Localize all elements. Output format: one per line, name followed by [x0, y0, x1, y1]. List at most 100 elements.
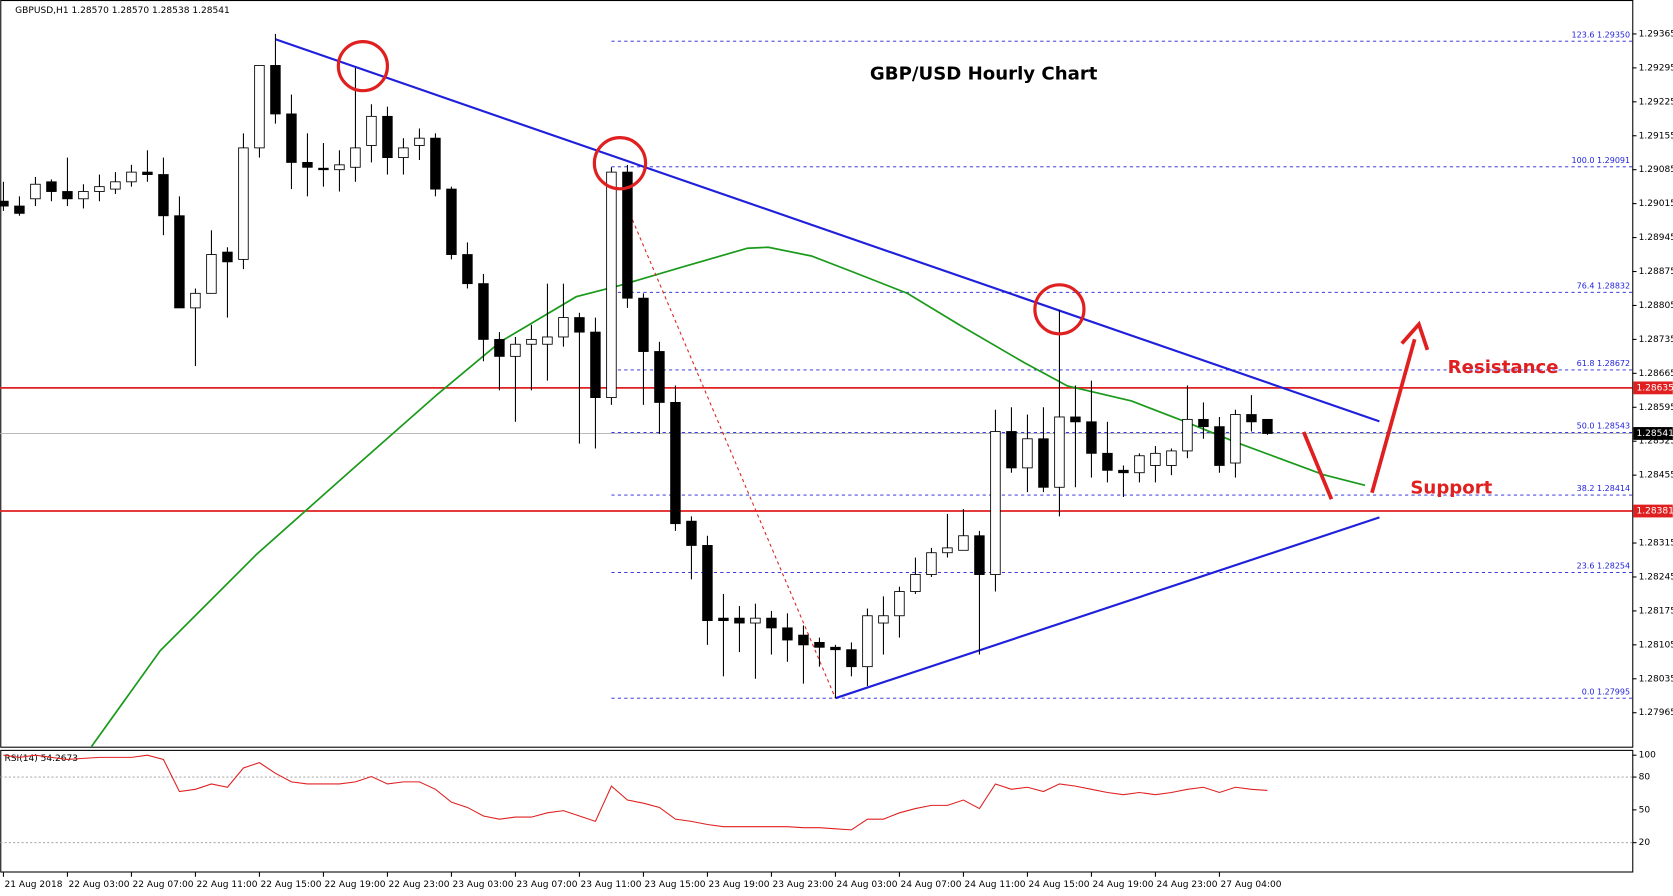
- candle-body: [1006, 431, 1017, 469]
- y-tick-label: 1.28735: [1639, 335, 1673, 345]
- y-tick-label: 1.28665: [1639, 369, 1673, 379]
- fib-label: 23.6 1.28254: [1577, 562, 1630, 571]
- decorations: [336, 39, 1430, 500]
- candle-body: [702, 545, 713, 622]
- arrow-up: [1370, 338, 1417, 494]
- candle-body: [238, 147, 249, 260]
- candle-body: [846, 649, 857, 668]
- candle-body: [894, 591, 905, 617]
- y-tick-label: 1.29085: [1639, 165, 1673, 175]
- candle-body: [398, 147, 409, 159]
- candle-body: [206, 254, 217, 294]
- sr-price-label: 1.28635: [1637, 383, 1673, 393]
- sr-price-box: [1633, 381, 1673, 395]
- candle-body: [254, 65, 265, 149]
- highlight-circle: [336, 39, 390, 93]
- candle-body: [334, 164, 345, 171]
- x-tick-label: 23 Aug 11:00: [581, 880, 642, 890]
- candle-body: [1054, 416, 1065, 488]
- y-tick-label: 1.28105: [1639, 640, 1673, 650]
- candle-body: [286, 113, 297, 163]
- candle-body: [798, 634, 809, 646]
- candle-body: [62, 191, 73, 200]
- x-tick-label: 24 Aug 07:00: [901, 880, 962, 890]
- candle-body: [862, 615, 873, 668]
- candle-body: [734, 617, 745, 624]
- x-tick-label: 24 Aug 11:00: [965, 880, 1026, 890]
- candle-body: [222, 251, 233, 263]
- y-tick-label: 1.27965: [1639, 708, 1673, 718]
- candle-body: [382, 115, 393, 159]
- candle-body: [78, 191, 89, 200]
- trendline: [275, 38, 1380, 423]
- candle-body: [510, 343, 521, 357]
- y-tick-label: 100: [1639, 751, 1657, 761]
- candle-body: [366, 115, 377, 146]
- candle-body: [318, 167, 329, 171]
- candle-body: [0, 200, 9, 207]
- fib-label: 123.6 1.29350: [1572, 30, 1631, 39]
- x-tick-label: 22 Aug 11:00: [197, 880, 258, 890]
- x-tick-label: 24 Aug 03:00: [837, 880, 898, 890]
- candle-body: [462, 254, 473, 285]
- candle-body: [1102, 452, 1113, 471]
- candle-body: [1070, 416, 1081, 423]
- y-tick-label: 1.28875: [1639, 267, 1673, 277]
- annotation: Resistance: [1448, 357, 1559, 378]
- candle-body: [174, 215, 185, 309]
- x-tick-label: 23 Aug 03:00: [453, 880, 514, 890]
- candle-body: [718, 617, 729, 622]
- candle-body: [302, 161, 313, 168]
- y-tick-label: 1.28245: [1639, 572, 1673, 582]
- candle-body: [126, 171, 137, 183]
- x-tick-label: 22 Aug 07:00: [133, 880, 194, 890]
- fib-label: 0.0 1.27995: [1582, 687, 1630, 696]
- candle-body: [414, 137, 425, 146]
- x-tick-label: 21 Aug 2018: [5, 880, 63, 890]
- candle-body: [878, 615, 889, 624]
- candle-body: [1246, 414, 1257, 423]
- candle-body: [478, 283, 489, 340]
- candle-body: [94, 186, 105, 192]
- candle-body: [110, 181, 121, 190]
- candle-body: [1038, 438, 1049, 488]
- candle-body: [1134, 455, 1145, 474]
- x-tick-label: 23 Aug 23:00: [773, 880, 834, 890]
- current-price-label: 1.28541: [1637, 429, 1673, 439]
- y-tick-label: 1.28035: [1639, 674, 1673, 684]
- current-price-box: [1633, 427, 1673, 440]
- y-tick-label: 1.28175: [1639, 606, 1673, 616]
- candle-body: [46, 181, 57, 192]
- candle-body: [526, 338, 537, 345]
- y-tick-label: 1.28525: [1639, 437, 1673, 447]
- candle-body: [766, 617, 777, 629]
- x-tick-label: 23 Aug 19:00: [709, 880, 770, 890]
- candle-body: [958, 535, 969, 551]
- candle-body: [606, 171, 617, 399]
- highlight-circle: [1033, 283, 1086, 336]
- candle-body: [830, 646, 841, 651]
- annotation: Support: [1410, 478, 1492, 499]
- candle-body: [542, 336, 553, 345]
- arrow-head: [1400, 320, 1430, 351]
- candle-body: [1214, 426, 1225, 466]
- rsi-title: RSI(14) 54.2673: [5, 754, 79, 764]
- candle-body: [782, 627, 793, 641]
- candle-body: [1198, 418, 1209, 428]
- candle-body: [430, 137, 441, 190]
- fib-label: 100.0 1.29091: [1572, 156, 1631, 165]
- y-tick-label: 50: [1639, 805, 1651, 815]
- header: GBPUSD,H1 1.28570 1.28570 1.28538 1.2854…: [15, 6, 230, 16]
- candle-body: [926, 552, 937, 575]
- sr-price-label: 1.28381: [1637, 507, 1673, 517]
- candle-body: [1022, 438, 1033, 469]
- trendline: [626, 207, 836, 699]
- y-tick-label: 80: [1639, 773, 1651, 783]
- candle-body: [1230, 414, 1241, 464]
- candle-body: [1166, 450, 1177, 466]
- plot: 1.29365 1.29295 1.29225 1.29155 1.29085 1.290…: [0, 29, 1673, 890]
- candle-body: [574, 317, 585, 333]
- candle-body: [990, 431, 1001, 575]
- fib-label: 61.8 1.28672: [1577, 359, 1630, 368]
